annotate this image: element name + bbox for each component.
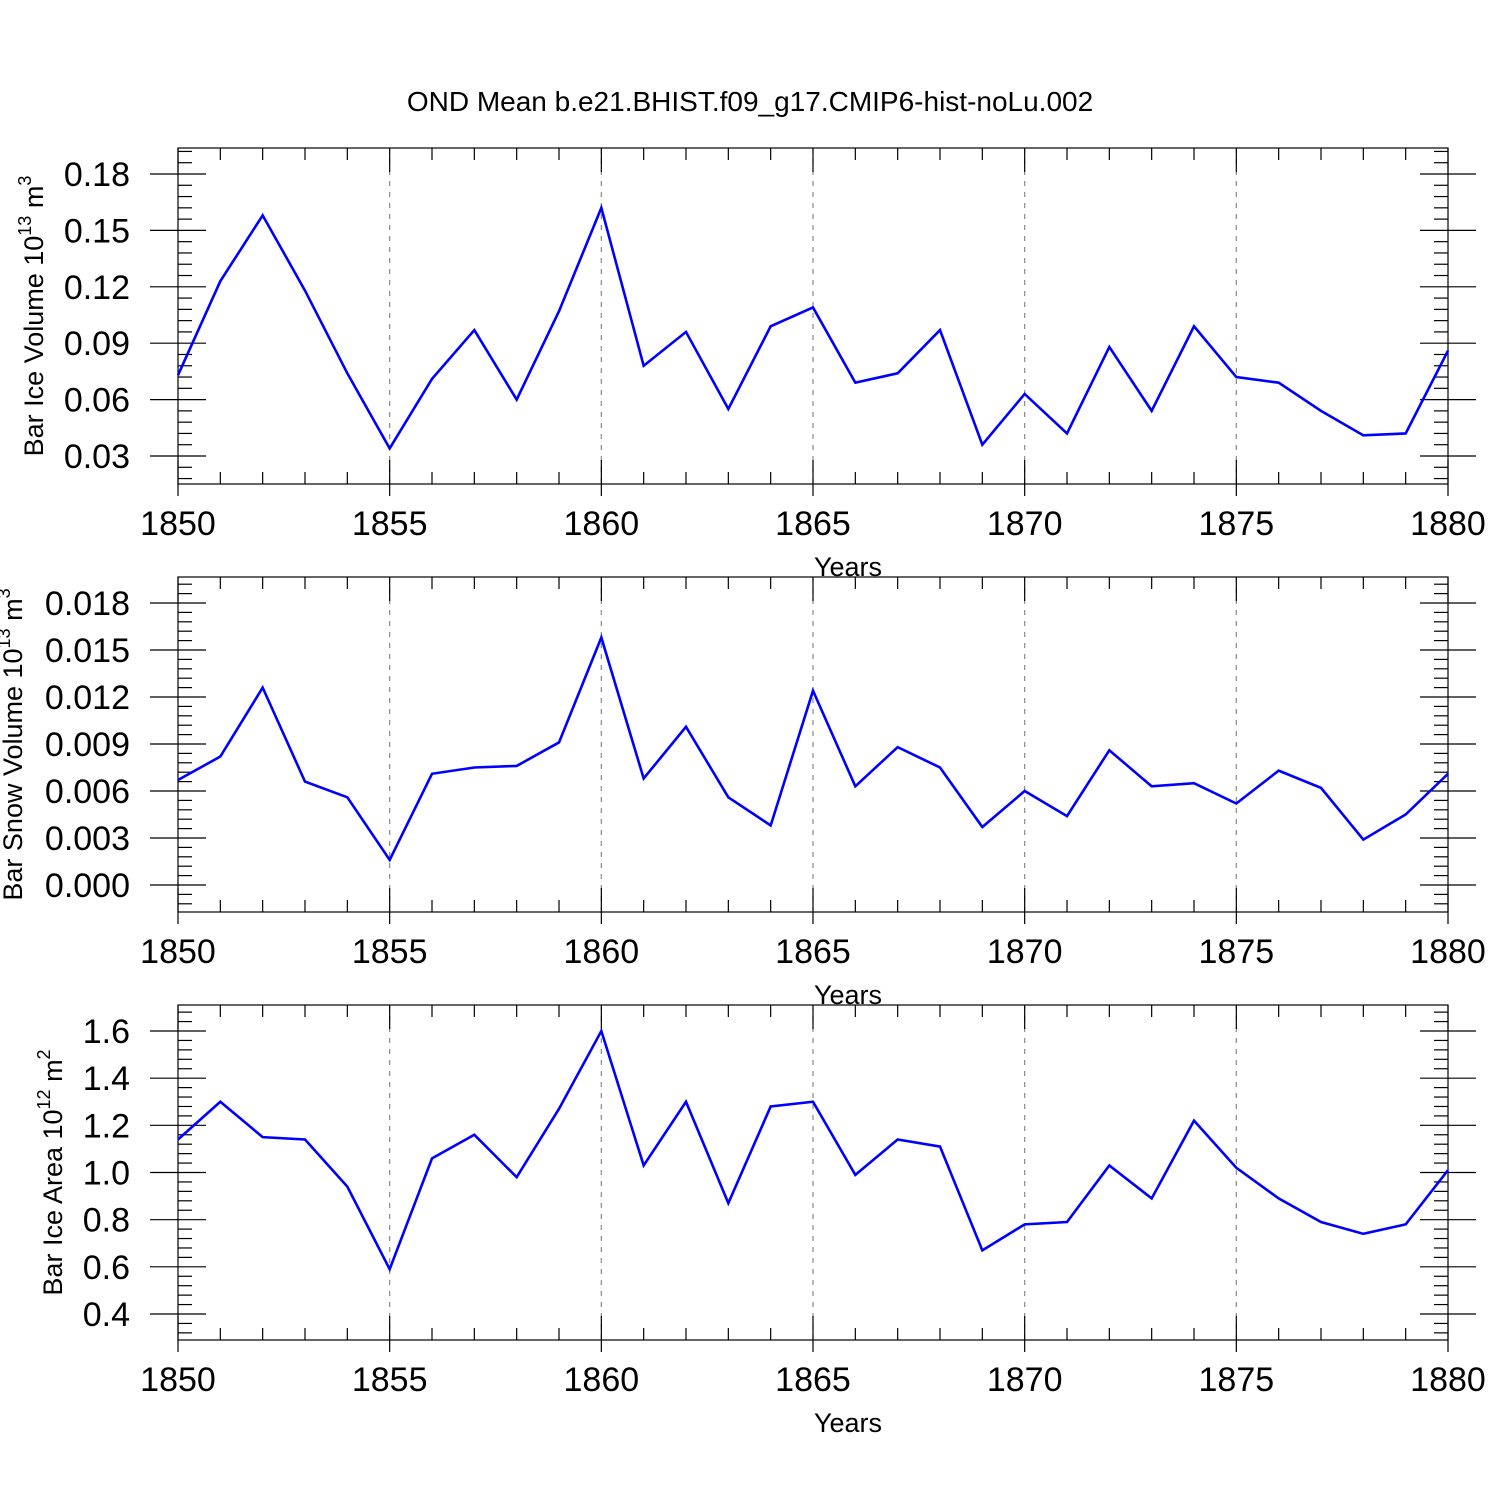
x-tick-label: 1875: [1199, 505, 1275, 543]
y-tick-label: 0.009: [45, 726, 130, 764]
x-tick-label: 1865: [775, 505, 851, 543]
y-tick-label: 0.18: [64, 156, 130, 194]
y-axis-label: Bar Ice Volume 1013 m3: [15, 176, 49, 457]
y-tick-label: 0.018: [45, 585, 130, 623]
x-tick-label: 1860: [564, 933, 640, 971]
panel-1: 1850 1855 1860 1865 1870 1875 1880Years0.030.0…: [15, 147, 1486, 582]
x-tick-label: 1870: [987, 933, 1063, 971]
series-line: [177, 633, 1449, 863]
x-tick-label: 1870: [987, 505, 1063, 543]
y-tick-label: 0.015: [45, 632, 130, 670]
y-tick-label: 0.003: [45, 820, 130, 858]
series-line: [176, 203, 1450, 452]
x-tick-label: 1850: [140, 933, 216, 971]
x-tick-label: 1875: [1199, 933, 1275, 971]
x-tick-label: 1880: [1410, 505, 1486, 543]
x-tick-label: 1865: [775, 933, 851, 971]
y-tick-label: 0.000: [45, 867, 130, 905]
y-tick-label: 1.4: [83, 1060, 130, 1098]
x-tick-label: 1875: [1199, 1361, 1275, 1399]
x-tick-label: 1855: [352, 933, 428, 971]
chart-title: OND Mean b.e21.BHIST.f09_g17.CMIP6-hist-…: [407, 86, 1093, 117]
x-tick-label: 1855: [352, 505, 428, 543]
panel-3: 1850 1855 1860 1865 1870 1875 1880 Years 0.4 0.6 0…: [34, 1004, 1486, 1438]
series-line: [177, 1027, 1450, 1273]
x-tick-label: 1870: [987, 1361, 1063, 1399]
x-tick-label: 1860: [564, 1361, 640, 1399]
y-tick-label: 0.012: [45, 679, 130, 717]
y-tick-label: 0.06: [64, 382, 130, 420]
y-tick-label: 0.03: [64, 438, 130, 476]
x-axis-label: Years: [814, 1408, 882, 1438]
y-tick-label: 0.8: [83, 1202, 130, 1240]
x-tick-label: 1880: [1410, 1361, 1486, 1399]
y-tick-label: 0.12: [64, 269, 130, 307]
panel-2: 1850 1855 1860 1865 1870 1875 1880Years0.0000.…: [0, 576, 1486, 1010]
y-tick-label: 1.6: [83, 1013, 130, 1051]
y-tick-label: 1.0: [83, 1155, 130, 1193]
y-axis-label: Bar Ice Area 1012 m2: [34, 1049, 68, 1295]
y-tick-label: 1.2: [83, 1107, 130, 1145]
y-axis-label: Bar Snow Volume 1013 m3: [0, 588, 28, 900]
x-tick-label: 1855: [352, 1361, 428, 1399]
x-tick-label: 1850: [140, 505, 216, 543]
y-tick-label: 0.09: [64, 325, 130, 363]
x-tick-label: 1865: [775, 1361, 851, 1399]
x-tick-label: 1860: [564, 505, 640, 543]
x-tick-label: 1880: [1410, 933, 1486, 971]
x-tick-label: 1850: [140, 1361, 216, 1399]
y-tick-label: 0.6: [83, 1249, 130, 1287]
y-tick-label: 0.15: [64, 212, 130, 250]
y-tick-label: 0.006: [45, 773, 130, 811]
y-tick-label: 0.4: [83, 1296, 130, 1334]
